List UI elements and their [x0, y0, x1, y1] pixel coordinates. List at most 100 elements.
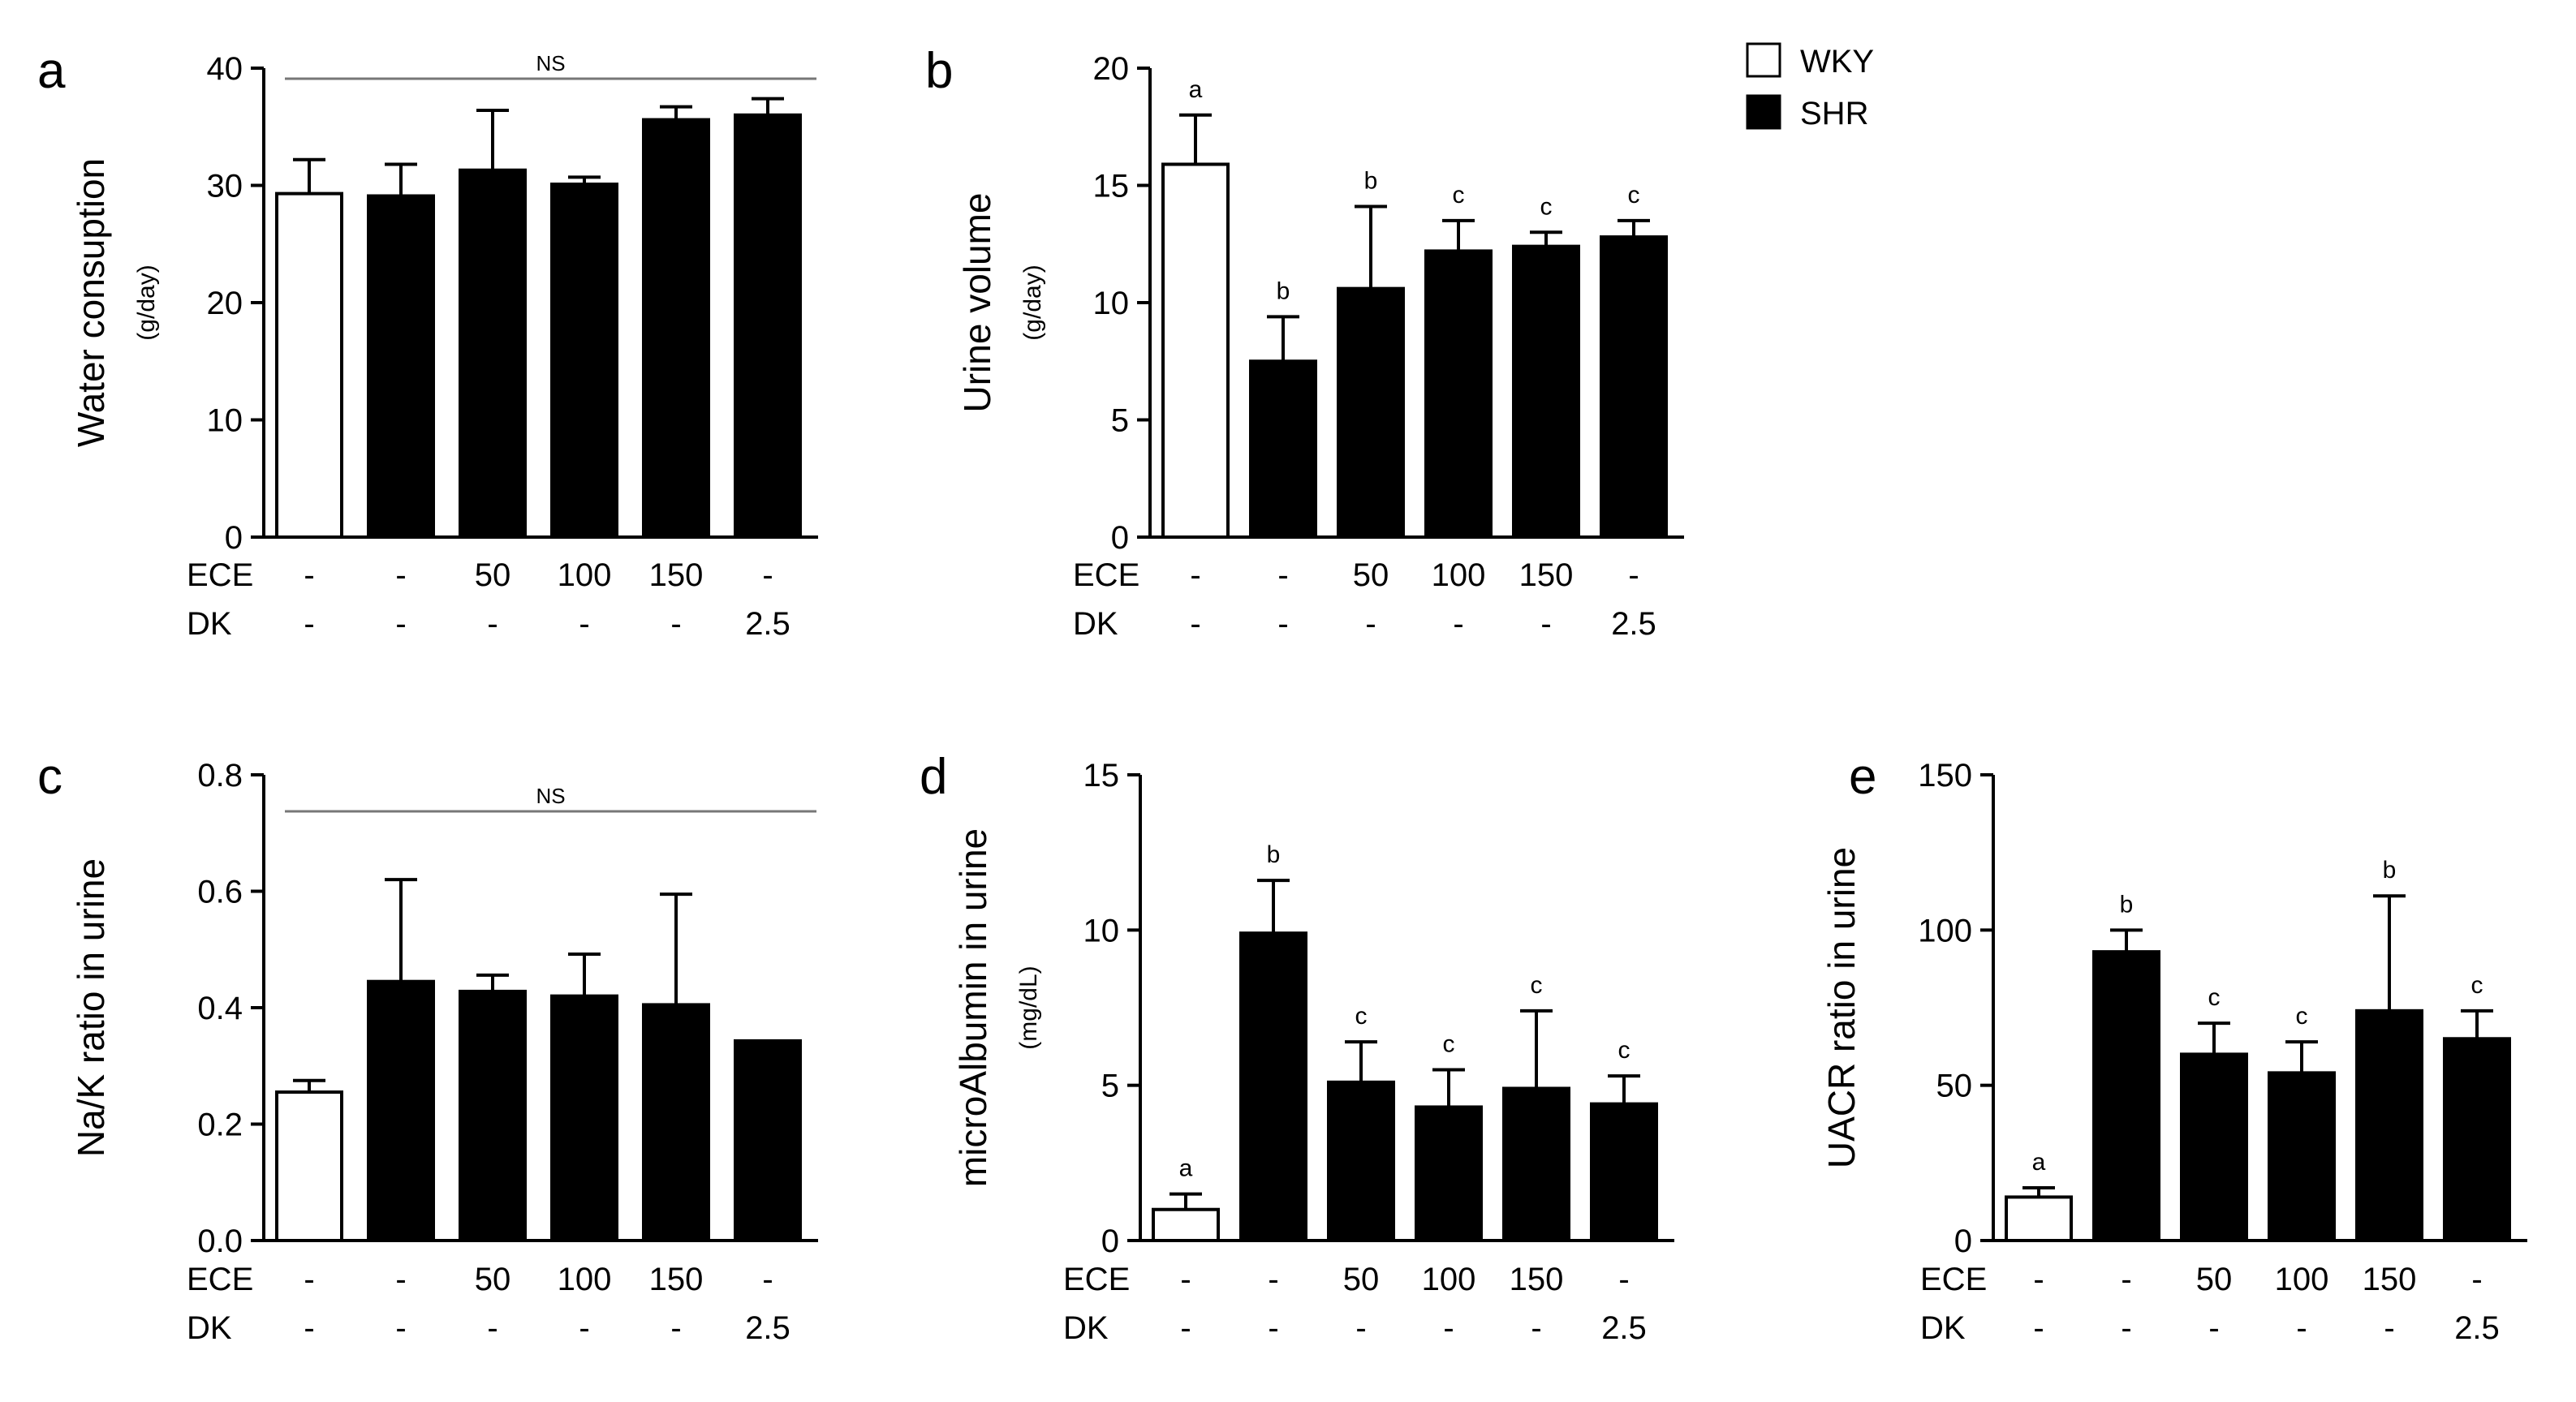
ece-value: -: [1618, 1262, 1629, 1297]
bar-wky: [1161, 162, 1230, 540]
significance-letter: c: [1531, 972, 1543, 999]
ece-value: -: [1180, 1262, 1191, 1297]
bar-shr: [2092, 950, 2160, 1242]
y-tick-label: 20: [1093, 51, 1130, 87]
ece-value: 50: [475, 1262, 511, 1297]
y-tick-label: 0: [1111, 520, 1129, 556]
significance-letter: b: [1364, 168, 1378, 195]
y-axis-label: Urine volume: [956, 193, 998, 413]
significance-letter: c: [1443, 1031, 1455, 1058]
significance-letter: c: [1355, 1003, 1368, 1030]
legend-swatch-shr: [1746, 94, 1781, 130]
ece-value: -: [304, 557, 314, 593]
significance-letter: c: [2208, 984, 2221, 1011]
y-tick-label: 150: [1918, 758, 1972, 793]
ece-value: 150: [2363, 1262, 2417, 1297]
ece-value: 150: [649, 557, 704, 593]
y-tick-label: 0.8: [197, 758, 243, 793]
bar-shr: [1249, 359, 1317, 539]
bar-shr: [550, 183, 618, 539]
bar-shr: [734, 113, 802, 540]
panel-letter: b: [925, 43, 953, 99]
dk-value: -: [1540, 606, 1551, 642]
bar-shr: [1239, 931, 1307, 1243]
bar-shr: [1590, 1102, 1658, 1243]
y-tick-label: 10: [207, 403, 243, 439]
panel-a: a Water consuption (g/day) 0 10 20 30 40 NS - - - - 5…: [37, 43, 818, 642]
ece-value: -: [1268, 1262, 1278, 1297]
ece-row-label: ECE: [187, 557, 253, 593]
ns-label: NS: [536, 51, 565, 75]
y-tick-label: 15: [1083, 758, 1120, 793]
dk-value: 2.5: [745, 606, 790, 642]
y-tick-label: 0: [1101, 1224, 1119, 1259]
dk-value: -: [1365, 606, 1376, 642]
y-axis-label: UACR ratio in urine: [1820, 847, 1863, 1168]
significance-letter: c: [1540, 193, 1553, 220]
dk-value: -: [1180, 1310, 1191, 1346]
bar-wky: [275, 191, 343, 540]
bar-shr: [1600, 235, 1668, 539]
significance-letter: c: [2471, 972, 2483, 999]
bar-shr: [367, 979, 435, 1243]
ece-value: -: [304, 1262, 314, 1297]
bar-wky: [275, 1090, 343, 1242]
panel-e: e UACR ratio in urine 0 50 100 150 a - - b - - c 50 - c…: [1820, 749, 2527, 1346]
significance-letter: c: [1628, 182, 1640, 209]
dk-value: -: [1190, 606, 1200, 642]
y-tick-label: 0.6: [197, 875, 243, 910]
ece-value: 50: [1353, 557, 1389, 593]
dk-value: -: [2384, 1310, 2394, 1346]
y-tick-label: 0: [1954, 1224, 1972, 1259]
dk-row-label: DK: [1063, 1310, 1109, 1346]
bar-shr: [1424, 249, 1493, 539]
dk-value: -: [395, 1310, 406, 1346]
y-tick-label: 15: [1093, 169, 1130, 204]
dk-value: 2.5: [1611, 606, 1656, 642]
y-tick-label: 0: [225, 520, 243, 556]
ece-value: 100: [1432, 557, 1486, 593]
ece-value: -: [2121, 1262, 2131, 1297]
dk-value: -: [1453, 606, 1463, 642]
dk-row-label: DK: [187, 606, 232, 642]
ece-value: 100: [1422, 1262, 1476, 1297]
bar-shr: [1415, 1105, 1483, 1243]
dk-value: -: [304, 606, 314, 642]
dk-value: -: [2296, 1310, 2307, 1346]
ece-value: -: [762, 557, 773, 593]
dk-value: -: [579, 1310, 589, 1346]
ece-value: -: [395, 557, 406, 593]
y-tick-label: 0.0: [197, 1224, 243, 1259]
dk-value: -: [2121, 1310, 2131, 1346]
ece-value: 100: [2275, 1262, 2329, 1297]
dk-row-label: DK: [1920, 1310, 1966, 1346]
legend: WKY SHR: [1746, 42, 1874, 131]
y-tick-label: 30: [207, 169, 243, 204]
ece-value: 150: [1510, 1262, 1564, 1297]
dk-value: -: [1531, 1310, 1541, 1346]
dk-value: -: [670, 606, 681, 642]
significance-letter: a: [1189, 76, 1203, 103]
significance-letter: b: [1267, 841, 1281, 868]
significance-letter: c: [1453, 182, 1465, 209]
y-tick-label: 10: [1093, 286, 1130, 321]
panel-letter: a: [37, 43, 66, 99]
y-tick-label: 5: [1111, 403, 1129, 439]
bar-shr: [2355, 1008, 2423, 1242]
dk-value: -: [2208, 1310, 2219, 1346]
ece-value: 150: [649, 1262, 704, 1297]
significance-letter: b: [1277, 277, 1290, 304]
dk-row-label: DK: [187, 1310, 232, 1346]
bar-wky: [2005, 1195, 2073, 1242]
dk-value: -: [1277, 606, 1288, 642]
significance-letter: b: [2383, 857, 2397, 884]
y-axis-label: Na/K ratio in urine: [70, 858, 112, 1157]
y-tick-label: 5: [1101, 1069, 1119, 1104]
ece-value: -: [1277, 557, 1288, 593]
bar-wky: [1152, 1207, 1220, 1242]
ece-value: -: [1190, 557, 1200, 593]
significance-letter: b: [2120, 891, 2134, 918]
y-axis-label: microAlbumin in urine: [952, 828, 994, 1187]
